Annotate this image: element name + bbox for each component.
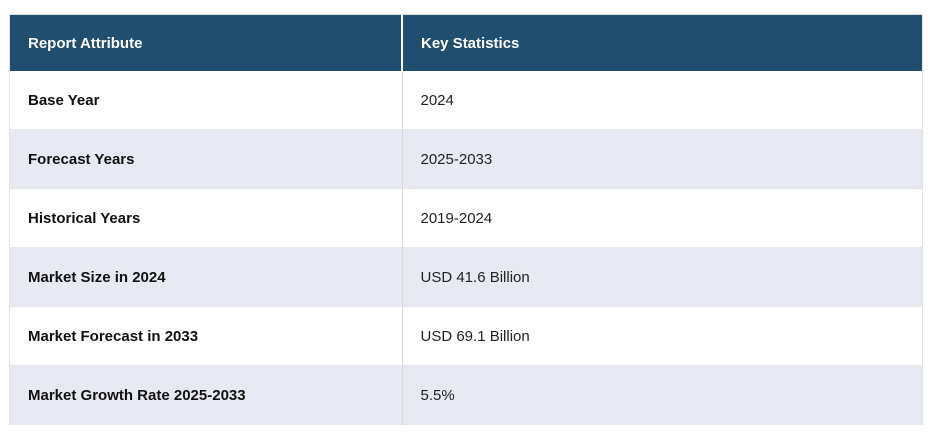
- report-attributes-table-container: Report Attribute Key Statistics Base Yea…: [9, 14, 923, 425]
- table-row-market-growth-rate: Market Growth Rate 2025-2033 5.5%: [9, 365, 923, 425]
- column-header-key-statistics: Key Statistics: [402, 14, 923, 71]
- attribute-cell: Market Growth Rate 2025-2033: [9, 365, 403, 425]
- attribute-cell: Forecast Years: [9, 129, 403, 189]
- value-cell: USD 41.6 Billion: [420, 268, 530, 286]
- value-cell: USD 69.1 Billion: [420, 327, 530, 345]
- table-body: Base Year 2024 Forecast Years 2025-2033 …: [9, 71, 923, 425]
- attribute-cell: Historical Years: [9, 188, 403, 248]
- table-row-market-forecast: Market Forecast in 2033 USD 69.1 Billion: [9, 306, 923, 366]
- value-cell: 5.5%: [420, 386, 455, 404]
- attribute-cell: Base Year: [9, 71, 403, 130]
- value-cell: 2024: [420, 91, 454, 109]
- table-row-forecast-years: Forecast Years 2025-2033: [9, 129, 923, 189]
- column-header-report-attribute: Report Attribute: [9, 14, 403, 71]
- table-row-historical-years: Historical Years 2019-2024: [9, 188, 923, 248]
- attribute-cell: Market Size in 2024: [9, 247, 403, 307]
- table-header: Report Attribute Key Statistics: [9, 14, 923, 71]
- table-row-base-year: Base Year 2024: [9, 71, 923, 130]
- header-row: Report Attribute Key Statistics: [9, 14, 923, 71]
- value-cell: 2019-2024: [420, 209, 493, 227]
- attribute-cell: Market Forecast in 2033: [9, 306, 403, 366]
- value-cell: 2025-2033: [420, 150, 493, 168]
- report-attributes-table: Report Attribute Key Statistics Base Yea…: [9, 14, 923, 425]
- table-row-market-size: Market Size in 2024 USD 41.6 Billion: [9, 247, 923, 307]
